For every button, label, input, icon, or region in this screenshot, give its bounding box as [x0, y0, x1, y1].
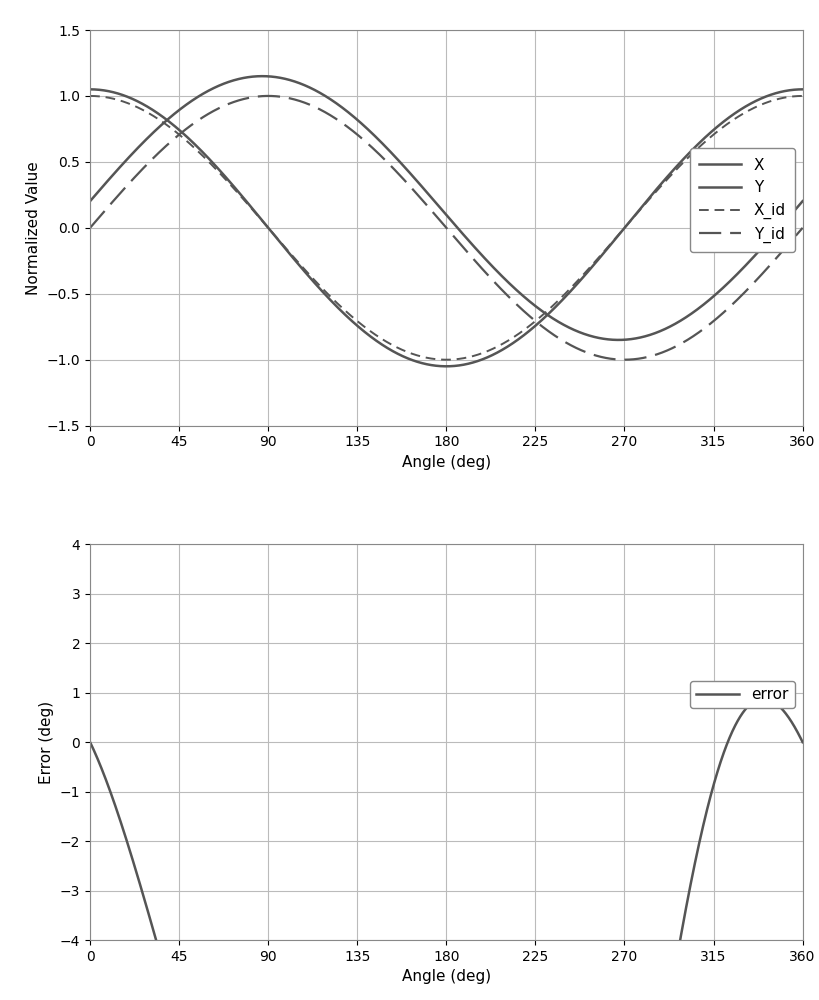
Y — [777, 219, 787, 231]
error — [778, 704, 788, 716]
Y — [432, 198, 441, 210]
Y_id — [619, 354, 629, 366]
Line: error: error — [90, 699, 803, 1000]
X — [646, 189, 656, 201]
X — [441, 360, 451, 372]
Y_id — [777, 245, 787, 257]
Legend: error: error — [690, 681, 795, 708]
Y — [778, 218, 788, 230]
X-axis label: Angle (deg): Angle (deg) — [402, 969, 491, 984]
Y — [257, 70, 267, 82]
Legend: X, Y, X_id, Y_id: X, Y, X_id, Y_id — [690, 148, 795, 252]
Y_id — [647, 350, 657, 362]
Y — [121, 154, 131, 166]
Line: X: X — [90, 89, 803, 366]
X — [413, 356, 423, 368]
X_id — [413, 350, 423, 362]
X_id — [777, 92, 787, 104]
X — [798, 83, 808, 95]
X — [85, 83, 95, 95]
error — [85, 736, 95, 748]
Y_id — [432, 211, 441, 223]
Y — [647, 328, 657, 340]
error — [758, 693, 768, 705]
Y — [85, 195, 95, 207]
X_id — [121, 97, 131, 109]
Y_id — [264, 90, 274, 102]
error — [121, 834, 131, 846]
X — [777, 86, 787, 98]
X — [121, 90, 131, 102]
Line: X_id: X_id — [90, 96, 803, 360]
X-axis label: Angle (deg): Angle (deg) — [402, 455, 491, 470]
X_id — [432, 353, 441, 365]
error — [798, 736, 808, 748]
X — [777, 86, 787, 98]
Y-axis label: Error (deg): Error (deg) — [39, 701, 54, 784]
Y_id — [413, 189, 423, 201]
X — [432, 360, 441, 372]
Y_id — [121, 180, 131, 192]
Y_id — [85, 222, 95, 234]
X_id — [441, 354, 451, 366]
X_id — [646, 191, 656, 203]
Y_id — [778, 245, 788, 257]
Y — [413, 176, 423, 188]
Y — [613, 334, 623, 346]
Y_id — [798, 222, 808, 234]
X_id — [777, 92, 787, 104]
error — [777, 703, 787, 715]
X_id — [85, 90, 95, 102]
Y-axis label: Normalized Value: Normalized Value — [26, 161, 41, 295]
Line: Y_id: Y_id — [90, 96, 803, 360]
Line: Y: Y — [90, 76, 803, 340]
X_id — [798, 90, 808, 102]
Y — [798, 195, 808, 207]
